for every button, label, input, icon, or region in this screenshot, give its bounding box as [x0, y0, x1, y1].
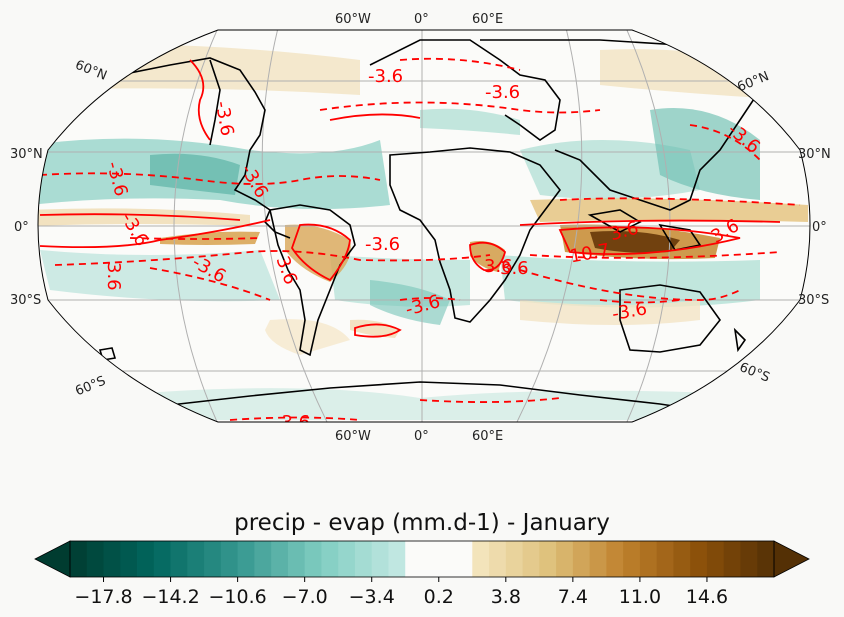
- lon-label-top: 60°W: [335, 12, 371, 27]
- colorbar-cell: [472, 541, 490, 577]
- colorbar-tick-label: −17.8: [74, 586, 132, 608]
- field-shading: [38, 44, 808, 420]
- colorbar-cell: [539, 541, 557, 577]
- contour-label: 3.6: [484, 256, 513, 277]
- colorbar-cell: [321, 541, 339, 577]
- colorbar-cell: [170, 541, 188, 577]
- globe-border: [37, 29, 811, 423]
- colorbar-cell: [757, 541, 775, 577]
- colorbar-cell: [405, 541, 423, 577]
- colorbar-tick-label: −14.2: [141, 586, 199, 608]
- colorbar-cell: [254, 541, 272, 577]
- lon-label-top: 0°: [414, 12, 429, 27]
- colorbar-cell: [489, 541, 507, 577]
- longitude-labels-bottom: 60°W 0° 60°E: [335, 429, 503, 444]
- colorbar-extend-negative: [34, 540, 71, 578]
- colorbar-ticks: −17.8 −14.2 −10.6 −7.0 −3.4 0.2 3.8 7.4 11.0 14.6: [74, 577, 728, 608]
- colorbar-extend-positive: [773, 540, 810, 578]
- colorbar-cell: [422, 541, 440, 577]
- lat-label-right: 60°N: [735, 69, 771, 95]
- lon-label-top: 60°E: [472, 12, 503, 27]
- colorbar-cell: [120, 541, 138, 577]
- colorbar-tick-label: 7.4: [558, 586, 588, 608]
- colorbar-cell: [639, 541, 658, 577]
- colorbar-tick-label: 14.6: [686, 586, 728, 608]
- colorbar-cell: [237, 541, 255, 577]
- colorbar-cell: [338, 541, 356, 577]
- coastlines: [98, 39, 761, 411]
- colorbar-cell: [70, 541, 88, 577]
- contours: [39, 57, 801, 421]
- colorbar-cell: [656, 541, 674, 577]
- contour-label: -3.6: [275, 412, 310, 433]
- colorbar-cell: [740, 541, 758, 577]
- colorbar: −17.8 −14.2 −10.6 −7.0 −3.4 0.2 3.8 7.4 11.0 14.6: [34, 540, 810, 608]
- colorbar-cell: [388, 541, 406, 577]
- colorbar-cell: [556, 541, 574, 577]
- colorbar-cell: [220, 541, 239, 577]
- lat-label-left: 60°N: [73, 58, 109, 84]
- contour-label: 3.6: [500, 258, 529, 279]
- colorbar-cell: [623, 541, 641, 577]
- colorbar-cell: [204, 541, 222, 577]
- colorbar-cell: [706, 541, 725, 577]
- colorbar-cell: [606, 541, 624, 577]
- colorbar-cell: [438, 541, 456, 577]
- longitude-labels-top: 60°W 0° 60°E: [335, 12, 503, 27]
- contour-labels: -3.6 -3.6 -3.6 -3.6 -3.6 -3.6 -3.6 3.6 3…: [102, 66, 764, 433]
- lat-label-right: 30°S: [798, 293, 829, 308]
- colorbar-cell: [103, 541, 121, 577]
- colorbar-cell: [455, 541, 473, 577]
- lat-label-left: 0°: [14, 220, 29, 235]
- colorbar-tick-label: 11.0: [619, 586, 661, 608]
- lon-label-bottom: 60°E: [472, 429, 503, 444]
- lat-label-left: 30°N: [10, 147, 43, 162]
- contour-label: 3.6: [103, 262, 124, 291]
- lon-label-bottom: 60°W: [335, 429, 371, 444]
- colorbar-cell: [153, 541, 171, 577]
- colorbar-tick-label: −7.0: [282, 586, 328, 608]
- contour-label: -3.6: [365, 234, 400, 255]
- colorbar-tick-label: 3.8: [491, 586, 521, 608]
- colorbar-cell: [505, 541, 523, 577]
- colorbar-tick-label: 0.2: [424, 586, 454, 608]
- figure-title: precip - evap (mm.d-1) - January: [234, 510, 610, 536]
- lat-label-right: 30°N: [798, 147, 831, 162]
- lon-label-bottom: 0°: [414, 429, 429, 444]
- colorbar-cell: [522, 541, 540, 577]
- contour-label: -3.6: [485, 82, 520, 103]
- colorbar-frame: [69, 540, 775, 578]
- colorbar-cell: [371, 541, 389, 577]
- colorbar-cell: [572, 541, 591, 577]
- colorbar-cell: [287, 541, 306, 577]
- colorbar-cell: [690, 541, 708, 577]
- lat-label-right: 60°S: [737, 360, 772, 386]
- colorbar-cell: [354, 541, 373, 577]
- colorbar-tick-label: −3.4: [349, 586, 395, 608]
- globe: -3.6 -3.6 -3.6 -3.6 -3.6 -3.6 -3.6 3.6 3…: [37, 29, 811, 433]
- contour-label: -3.6: [368, 66, 403, 87]
- colorbar-cell: [86, 541, 104, 577]
- colorbar-cell: [137, 541, 155, 577]
- graticule: [38, 30, 810, 422]
- colorbar-cell: [673, 541, 691, 577]
- lat-label-right: 0°: [812, 220, 827, 235]
- colorbar-cell: [589, 541, 607, 577]
- colorbar-tick-label: −10.6: [209, 586, 267, 608]
- colorbar-cell: [271, 541, 289, 577]
- colorbar-cell: [187, 541, 205, 577]
- colorbar-cell: [304, 541, 322, 577]
- colorbar-cells: [70, 541, 775, 577]
- latitude-labels-right: 60°N 30°N 0° 30°S 60°S: [735, 69, 830, 386]
- colorbar-cell: [723, 541, 741, 577]
- lat-label-left: 30°S: [10, 293, 41, 308]
- lat-label-left: 60°S: [73, 374, 108, 400]
